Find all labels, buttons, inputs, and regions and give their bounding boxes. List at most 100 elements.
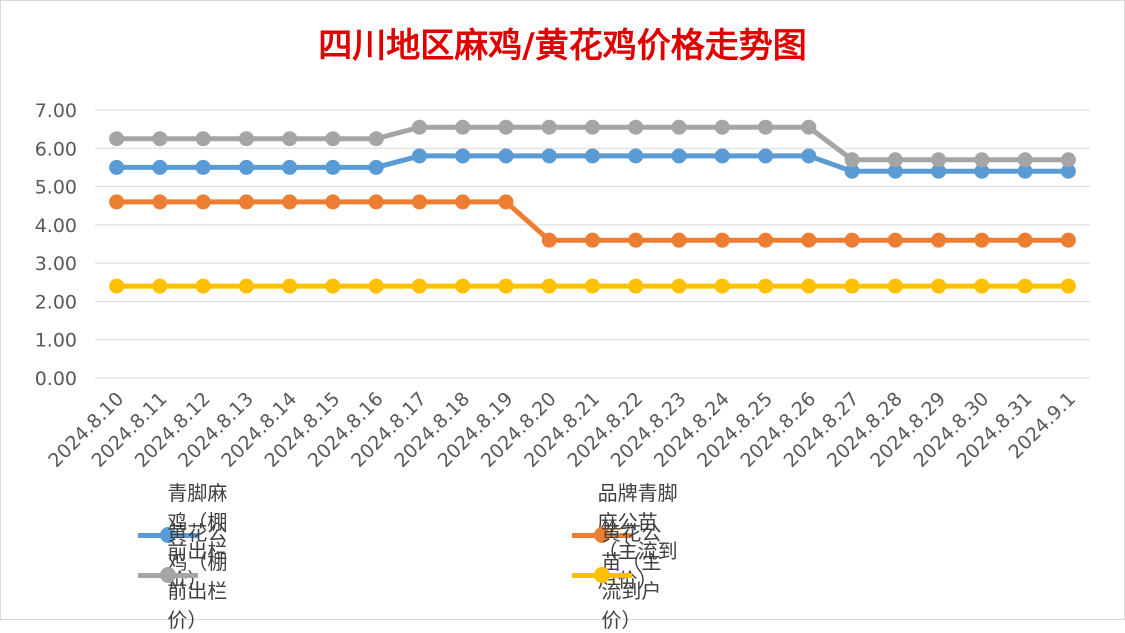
data-point-series-3 [801,119,817,135]
data-point-series-4 [931,278,947,294]
data-point-series-1 [498,148,514,164]
data-point-series-2 [109,194,125,210]
data-point-series-1 [887,163,903,179]
legend-item-series-1: 青脚麻鸡（棚前出栏价） [138,481,246,592]
data-point-series-1 [152,159,168,175]
data-point-series-4 [714,278,730,294]
data-point-series-3 [455,119,471,135]
data-point-series-4 [887,278,903,294]
data-point-series-1 [368,159,384,175]
data-point-series-3 [931,152,947,168]
legend-marker-series-2 [572,520,632,550]
data-point-series-4 [498,278,514,294]
legend-marker-series-1 [138,520,198,550]
chart-plot: 0.001.002.003.004.005.006.007.002024.8.1… [35,100,1090,472]
data-point-series-3 [238,131,254,147]
data-point-series-3 [758,119,774,135]
data-point-series-2 [801,232,817,248]
data-point-series-1 [411,148,427,164]
data-point-series-3 [628,119,644,135]
data-point-series-3 [411,119,427,135]
data-point-series-2 [714,232,730,248]
data-point-series-2 [368,194,384,210]
data-point-series-2 [455,194,471,210]
data-point-series-1 [628,148,644,164]
data-point-series-4 [455,278,471,294]
data-point-series-1 [844,163,860,179]
chart-title: 四川地区麻鸡/黄花鸡价格走势图 [318,26,807,66]
data-point-series-2 [931,232,947,248]
y-tick-label: 4.00 [35,215,77,237]
data-point-series-1 [195,159,211,175]
data-point-series-4 [844,278,860,294]
data-point-series-2 [628,232,644,248]
data-point-series-2 [1017,232,1033,248]
data-point-series-3 [1060,152,1076,168]
data-point-series-4 [325,278,341,294]
data-point-series-2 [541,232,557,248]
y-tick-label: 3.00 [35,253,77,275]
data-point-series-2 [238,194,254,210]
data-point-series-4 [585,278,600,294]
legend-item-series-2: 品牌青脚麻公苗（主流到户价） [572,481,680,592]
data-point-series-3 [541,119,557,135]
data-point-series-1 [282,159,298,175]
data-point-series-1 [974,163,990,179]
data-point-series-1 [801,148,817,164]
data-point-series-1 [585,148,600,164]
data-point-series-3 [714,119,730,135]
y-tick-label: 5.00 [35,177,77,199]
data-point-series-3 [1017,152,1033,168]
data-point-series-3 [498,119,514,135]
data-point-series-3 [368,131,384,147]
y-tick-label: 2.00 [35,291,77,313]
legend-item-series-4: 黄花公苗（主流到户价） [572,521,680,632]
data-point-series-4 [368,278,384,294]
legend-label-series-3: 黄花公鸡（棚前出栏价） [167,521,228,632]
data-point-series-1 [758,148,774,164]
data-point-series-4 [282,278,298,294]
data-point-series-4 [109,278,125,294]
legend-marker-series-3 [138,560,198,590]
data-point-series-2 [974,232,990,248]
chart-frame [0,0,1125,620]
data-point-series-2 [152,194,168,210]
data-point-series-4 [801,278,817,294]
data-point-series-4 [758,278,774,294]
data-point-series-3 [282,131,298,147]
data-point-series-1 [1017,163,1033,179]
data-point-series-3 [671,119,687,135]
legend-marker-series-4 [572,560,632,590]
data-point-series-2 [498,194,514,210]
data-point-series-3 [844,152,860,168]
data-point-series-4 [152,278,168,294]
data-point-series-4 [195,278,211,294]
data-point-series-2 [195,194,211,210]
data-point-series-3 [887,152,903,168]
data-point-series-3 [152,131,168,147]
data-point-series-3 [585,119,600,135]
data-point-series-4 [1060,278,1076,294]
data-point-series-2 [758,232,774,248]
data-point-series-1 [671,148,687,164]
data-point-series-3 [195,131,211,147]
data-point-series-3 [974,152,990,168]
data-point-series-2 [887,232,903,248]
data-point-series-3 [109,131,125,147]
data-point-series-4 [974,278,990,294]
legend-label-series-1: 青脚麻鸡（棚前出栏价） [167,481,228,592]
y-tick-label: 6.00 [35,138,77,160]
data-point-series-1 [109,159,125,175]
data-point-series-1 [455,148,471,164]
data-point-series-4 [1017,278,1033,294]
data-point-series-2 [325,194,341,210]
data-point-series-1 [1060,163,1076,179]
data-point-series-1 [238,159,254,175]
data-point-series-3 [325,131,341,147]
data-point-series-4 [541,278,557,294]
y-tick-label: 1.00 [35,330,77,352]
data-point-series-4 [628,278,644,294]
data-point-series-1 [931,163,947,179]
data-point-series-2 [585,232,600,248]
y-tick-label: 7.00 [35,100,77,122]
